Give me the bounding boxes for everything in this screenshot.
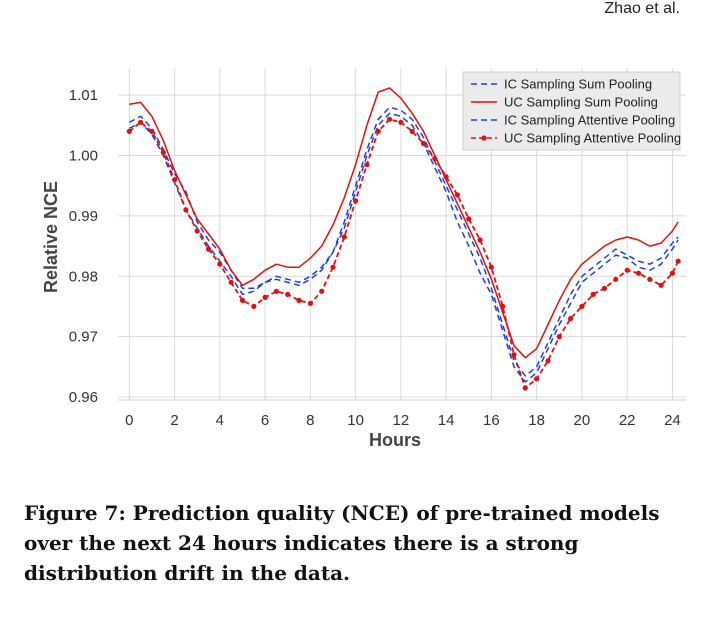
series-point <box>466 216 472 222</box>
series-point <box>579 303 585 309</box>
series-line-1 <box>128 106 679 377</box>
series-point <box>251 303 257 309</box>
series-point <box>194 228 200 234</box>
series-point <box>534 376 540 382</box>
series-point <box>545 358 551 364</box>
series-point <box>613 276 619 282</box>
legend-box <box>462 71 681 151</box>
y-tick-label: 0.99 <box>69 208 98 225</box>
series-point <box>454 192 460 198</box>
series-point <box>522 385 528 391</box>
series-point <box>443 174 449 180</box>
series-point <box>183 207 189 213</box>
series-point <box>669 270 676 276</box>
series-point <box>262 294 268 300</box>
series-point <box>387 116 393 122</box>
series-point <box>138 119 144 125</box>
x-tick-label: 18 <box>528 412 545 429</box>
series-point <box>273 288 279 294</box>
series-point <box>239 297 246 303</box>
x-tick-label: 22 <box>619 412 636 429</box>
figure-caption: Figure 7: Prediction quality (NCE) of pr… <box>24 501 660 585</box>
series-line-3 <box>128 112 679 383</box>
x-tick-label: 2 <box>170 412 178 429</box>
y-tick-label: 0.97 <box>69 329 98 346</box>
series-point <box>658 282 664 288</box>
series-point <box>126 128 132 134</box>
series-point <box>307 300 313 306</box>
series-point <box>217 261 223 267</box>
series-point <box>285 291 291 297</box>
y-tick-label: 0.96 <box>69 389 98 406</box>
legend-label: IC Sampling Sum Pooling <box>504 77 652 92</box>
x-tick-label: 14 <box>438 412 455 429</box>
x-tick-label: 24 <box>664 412 681 429</box>
x-tick-label: 12 <box>393 412 410 429</box>
running-header-author: Zhao et al. <box>604 0 680 17</box>
axes: 0 2 4 6 8 10 12 14 16 18 20 22 240.960.970.980.991.0… <box>69 87 686 429</box>
x-tick-label: 20 <box>574 412 591 429</box>
series-point <box>160 149 166 156</box>
series-point <box>364 162 370 168</box>
x-axis-label: Hours <box>369 430 421 450</box>
series-point <box>375 128 381 134</box>
line-chart: 0 2 4 6 8 10 12 14 16 18 20 22 240.960.970.980.991.0… <box>41 68 686 450</box>
x-tick-label: 6 <box>261 412 269 429</box>
legend: IC Sampling Sum Pooling UC Sampling Sum P… <box>462 71 681 151</box>
series-point <box>409 128 415 134</box>
x-tick-label: 4 <box>216 412 224 429</box>
series-point <box>398 119 404 125</box>
legend-label: UC Sampling Sum Pooling <box>504 95 658 110</box>
series-point <box>500 303 506 309</box>
series-point <box>635 270 642 276</box>
x-tick-label: 0 <box>125 412 133 429</box>
x-tick-label: 10 <box>347 412 364 429</box>
series-point <box>172 177 178 183</box>
series-point <box>568 315 574 322</box>
series-point <box>341 234 347 240</box>
series-point <box>432 155 438 162</box>
series-point <box>149 128 155 134</box>
series-point <box>556 334 562 340</box>
legend-label: UC Sampling Attentive Pooling <box>504 131 681 146</box>
legend-marker <box>481 135 487 141</box>
series-point <box>624 267 630 273</box>
y-tick-label: 0.98 <box>69 268 98 285</box>
series-point <box>319 288 325 294</box>
series-point <box>477 237 483 243</box>
series-point <box>420 140 427 147</box>
series-point <box>590 291 596 297</box>
series-point <box>488 264 494 270</box>
x-tick-label: 16 <box>483 412 500 429</box>
series-point <box>296 297 302 303</box>
series-lines <box>126 87 681 391</box>
x-tick-label: 8 <box>306 412 314 429</box>
legend-label: IC Sampling Attentive Pooling <box>504 113 675 128</box>
y-axis-label: Relative NCE <box>41 181 61 293</box>
series-point <box>601 285 608 291</box>
series-point <box>205 246 212 252</box>
series-point <box>647 276 653 282</box>
series-point <box>511 352 517 358</box>
y-tick-label: 1.01 <box>69 87 98 104</box>
series-point <box>330 264 336 270</box>
series-line-4 <box>128 118 679 389</box>
series-point <box>675 258 681 264</box>
series-point <box>353 198 359 204</box>
series-line-2 <box>129 87 679 359</box>
y-tick-label: 1.00 <box>69 148 98 165</box>
series-point <box>228 279 234 285</box>
